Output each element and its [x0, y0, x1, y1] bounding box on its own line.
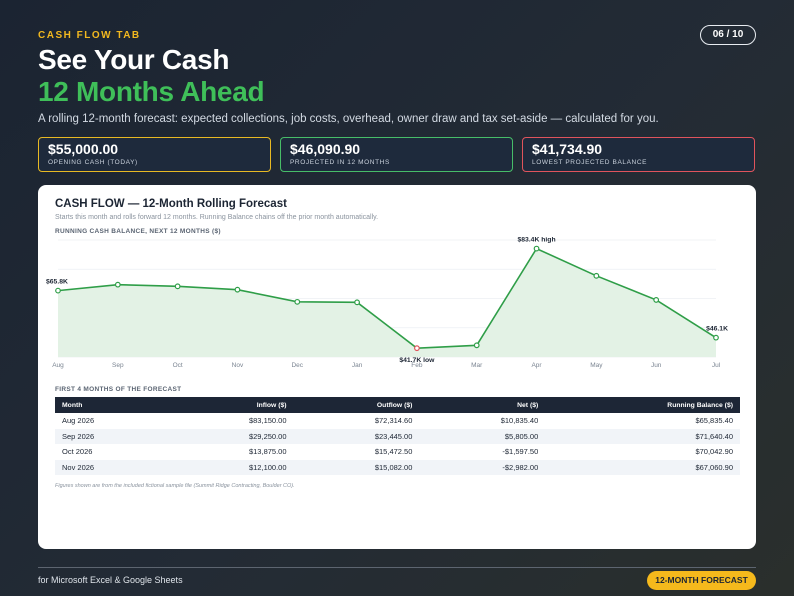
kpi-value: $55,000.00 [48, 141, 119, 157]
cell-outflow: $15,472.50 [374, 447, 413, 457]
chart-x-tick-label: Apr [531, 362, 542, 369]
table-row: Aug 2026 $83,150.00 $72,314.60 $10,835.4… [55, 413, 740, 429]
kpi-label: LOWEST PROJECTED BALANCE [532, 159, 648, 166]
table-caption: FIRST 4 MONTHS OF THE FORECAST [55, 386, 182, 393]
chart-x-tick-label: May [590, 362, 603, 369]
column-header-net: Net ($) [419, 397, 546, 413]
kpi-projected-12-months: $46,090.90 PROJECTED IN 12 MONTHS [280, 137, 513, 172]
page-subtitle: A rolling 12-month forecast: expected co… [38, 113, 659, 125]
cell-inflow: $13,875.00 [248, 447, 287, 457]
footer-badge: 12-MONTH FORECAST [647, 571, 756, 590]
table-row: Nov 2026 $12,100.00 $15,082.00 -$2,982.0… [55, 459, 740, 475]
cell-running-balance: $65,835.40 [695, 416, 733, 426]
running-balance-chart: Aug Sep Oct Nov Dec Jan Feb Mar Apr May Jun Jul $65.… [46, 237, 728, 369]
table-header-row: Month Inflow ($) Outflow ($) Net ($) Run… [55, 397, 740, 413]
section-eyebrow: CASH FLOW TAB [38, 30, 141, 41]
chart-data-point [114, 281, 121, 288]
kpi-value: $41,734.90 [532, 141, 603, 157]
cell-running-balance: $71,640.40 [545, 428, 740, 444]
chart-x-tick-label: Mar [471, 362, 483, 369]
chart-data-point [593, 272, 600, 279]
cell-inflow: $83,150.00 [248, 416, 287, 426]
cell-outflow: $23,445.00 [293, 428, 420, 444]
chart-x-tick-label: Sep [112, 362, 124, 369]
chart-data-point [294, 298, 301, 305]
chart-x-tick-label: Jan [352, 362, 363, 369]
chart-data-point [354, 299, 360, 306]
kpi-value: $46,090.90 [290, 141, 361, 157]
footer-text: for Microsoft Excel & Google Sheets [38, 575, 183, 585]
column-header-inflow: Inflow ($) [167, 397, 294, 413]
chart-data-point [653, 297, 660, 303]
card-title: CASH FLOW — 12-Month Rolling Forecast [55, 198, 287, 210]
table-row: Oct 2026 $13,875.00 $15,472.50 -$1,597.5… [55, 444, 740, 460]
cell-inflow: $29,250.00 [167, 428, 294, 444]
chart-data-point [713, 334, 719, 341]
chart-data-label: $65.8K [46, 279, 68, 286]
chart-x-tick-label: Dec [291, 362, 303, 369]
cell-month: Nov 2026 [55, 459, 168, 475]
chart-x-tick-label: Aug [52, 362, 64, 369]
chart-data-point [414, 345, 420, 352]
page-indicator: 06 / 10 [700, 25, 756, 45]
card-description: Starts this month and rolls forward 12 m… [55, 214, 379, 221]
cell-outflow: $72,314.60 [374, 416, 413, 426]
kpi-lowest-balance: $41,734.90 LOWEST PROJECTED BALANCE [522, 137, 755, 172]
cell-inflow: $12,100.00 [167, 459, 294, 475]
cell-running-balance: $70,042.90 [695, 447, 733, 457]
chart-x-tick-label: Oct [173, 362, 183, 369]
page-title-line1: See Your Cash [38, 44, 230, 75]
column-header-running-balance: Running Balance ($) [545, 397, 740, 413]
chart-data-label: $83.4K high [517, 237, 555, 244]
kpi-label: PROJECTED IN 12 MONTHS [290, 159, 390, 166]
chart-data-label: $41.7K low [399, 357, 435, 364]
chart-data-point [174, 283, 181, 290]
chart-title: RUNNING CASH BALANCE, NEXT 12 MONTHS ($) [55, 228, 221, 235]
column-header-outflow: Outflow ($) [293, 397, 420, 413]
kpi-opening-cash: $55,000.00 OPENING CASH (TODAY) [38, 137, 271, 172]
column-header-month: Month [55, 397, 168, 413]
table-row: Sep 2026 $29,250.00 $23,445.00 $5,805.00… [55, 428, 740, 444]
forecast-table: Month Inflow ($) Outflow ($) Net ($) Run… [55, 397, 740, 475]
chart-data-point [234, 286, 241, 293]
chart-series-line [57, 247, 717, 349]
cell-net: -$1,597.50 [502, 447, 539, 457]
chart-data-point [533, 245, 540, 252]
chart-data-label: $46.1K [706, 326, 728, 333]
chart-x-tick-label: Jul [712, 362, 721, 369]
cell-running-balance: $67,060.90 [545, 459, 740, 475]
cell-net: $10,835.40 [500, 416, 539, 426]
chart-data-point [473, 342, 480, 349]
chart-data-point [55, 287, 61, 294]
cell-net: $5,805.00 [419, 428, 546, 444]
cash-flow-card: CASH FLOW — 12-Month Rolling Forecast St… [38, 185, 756, 549]
cell-outflow: $15,082.00 [293, 459, 420, 475]
chart-area-fill [58, 248, 716, 357]
cell-month: Oct 2026 [62, 447, 93, 457]
chart-x-tick-label: Feb [411, 362, 423, 369]
footnote: Figures shown are from the included fict… [55, 483, 295, 489]
footer-divider [38, 567, 756, 568]
page-title-line2: 12 Months Ahead [38, 76, 265, 107]
kpi-label: OPENING CASH (TODAY) [48, 159, 138, 166]
cell-month: Sep 2026 [55, 428, 168, 444]
chart-x-tick-label: Nov [232, 362, 244, 369]
cell-net: -$2,982.00 [419, 459, 546, 475]
chart-x-tick-label: Jun [651, 362, 662, 369]
cell-month: Aug 2026 [62, 416, 95, 426]
